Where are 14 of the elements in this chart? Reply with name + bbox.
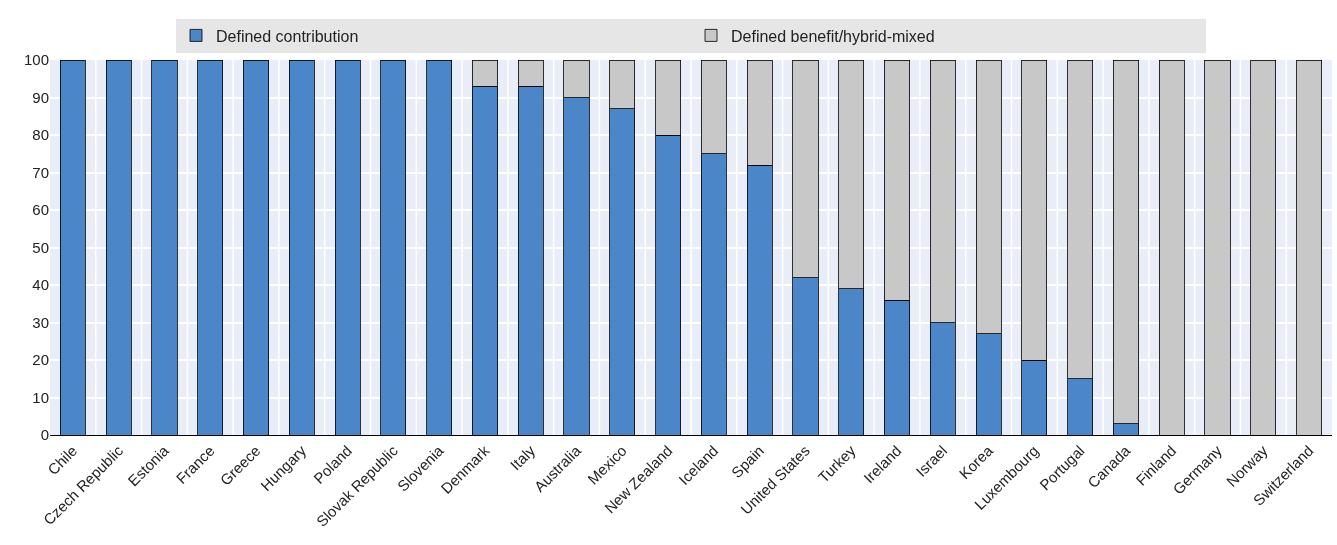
x-tick-label: Italy	[506, 441, 539, 474]
y-tick-label: 0	[40, 426, 49, 444]
y-tick-label: 20	[32, 351, 49, 369]
y-tick-label: 50	[32, 238, 49, 256]
y-tick-label: 60	[32, 201, 49, 219]
y-tick-label: 90	[32, 88, 49, 106]
y-tick-label: 80	[32, 126, 49, 144]
y-tick-label: 30	[32, 313, 49, 331]
y-tick-label: 10	[32, 388, 49, 406]
y-tick-label: 100	[23, 51, 49, 69]
y-tick-label: 70	[32, 163, 49, 181]
legend-label: Defined benefit/hybrid-mixed	[731, 27, 935, 45]
legend-label: Defined contribution	[216, 27, 359, 45]
y-tick-label: 40	[32, 276, 49, 294]
